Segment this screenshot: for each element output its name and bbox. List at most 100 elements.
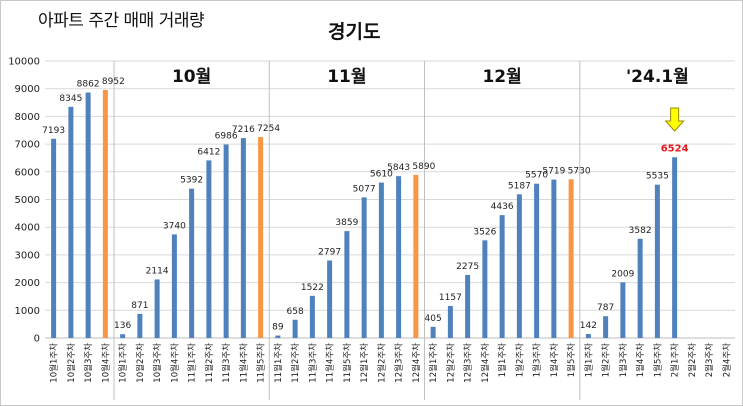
page-title: 아파트 주간 매매 거래량 [38, 11, 205, 31]
x-tick-label: 10월3주차 [152, 343, 163, 383]
x-tick-label: 1월5주차 [566, 343, 577, 377]
x-tick-label: 12월1주차 [359, 343, 370, 383]
data-label: 5535 [646, 172, 669, 182]
data-label: 5077 [353, 184, 376, 194]
data-label: 1522 [301, 283, 324, 293]
y-tick-label: 3000 [15, 250, 40, 261]
group-label: '24.1월 [626, 67, 689, 87]
group-separators [113, 61, 581, 400]
y-tick-label: 8000 [15, 112, 40, 123]
bar [275, 335, 281, 338]
x-tick-label: 2월4주차 [721, 343, 732, 377]
x-tick-label: 1월4주차 [635, 343, 646, 377]
x-tick-label: 1월3주차 [532, 343, 543, 377]
y-tick-label: 1000 [15, 306, 40, 317]
data-label: 8862 [77, 80, 100, 90]
y-axis-ticks: 0 1000 2000 3000 4000 5000 6000 7000 8000 9000 100… [8, 57, 40, 345]
y-tick-label: 6000 [15, 167, 40, 178]
highlight-marker [664, 107, 685, 132]
data-label: 6986 [215, 131, 238, 141]
data-label: 5392 [180, 176, 203, 186]
x-tick-label: 1월5주차 [652, 343, 663, 377]
y-tick-label: 5000 [15, 195, 40, 206]
x-tick-label: 12월3주차 [394, 343, 405, 383]
data-label: 5890 [412, 162, 435, 172]
bar [413, 174, 419, 338]
y-tick-label: 4000 [15, 223, 40, 234]
x-tick-label: 10월3주차 [83, 343, 94, 383]
x-tick-label: 1월4주차 [549, 343, 560, 377]
bar [292, 319, 298, 338]
bar [327, 260, 333, 338]
down-arrow-icon [664, 107, 685, 132]
x-tick-label: 1월1주차 [497, 343, 508, 377]
x-tick-label: 12월4주차 [411, 343, 422, 383]
data-label: 3526 [473, 227, 496, 237]
x-tick-label: 10월1주차 [118, 343, 129, 383]
bar [171, 234, 177, 338]
data-label: 8952 [102, 77, 125, 87]
x-axis-labels: 10월1주차 10월2주차 10월3주차 10월4주차 10월1주차 10월2주차 10월3… [49, 343, 733, 383]
x-tick-label: 10월4주차 [100, 343, 111, 383]
group-label: 10월 [172, 67, 211, 87]
x-tick-label: 12월2주차 [376, 343, 387, 383]
bar [465, 274, 471, 338]
bar [534, 183, 540, 338]
group-label: 11월 [327, 67, 366, 87]
x-tick-label: 12월4주차 [480, 343, 491, 383]
x-tick-label: 12월1주차 [428, 343, 439, 383]
gridlines [45, 60, 735, 339]
bars [51, 90, 678, 338]
bar [120, 334, 126, 338]
y-tick-label: 10000 [8, 57, 40, 68]
bar [430, 326, 436, 338]
data-label: 3859 [335, 218, 358, 228]
x-tick-label: 11월1주차 [187, 343, 198, 383]
bar [620, 282, 626, 338]
bar [585, 334, 591, 338]
bar [154, 279, 160, 338]
bar [309, 295, 315, 338]
x-tick-label: 10월2주차 [66, 343, 77, 383]
bar [258, 137, 264, 338]
bar [603, 316, 609, 338]
data-label: 2114 [146, 266, 169, 276]
x-tick-label: 11월2주차 [290, 343, 301, 383]
x-tick-label: 11월5주차 [342, 343, 353, 383]
data-label: 405 [425, 314, 442, 324]
data-label: 1157 [439, 293, 462, 303]
bar [189, 188, 195, 338]
x-tick-label: 10월2주차 [135, 343, 146, 383]
data-label: 2275 [456, 262, 479, 272]
data-label: 3582 [629, 226, 652, 236]
bar [378, 182, 384, 338]
data-label: 5570 [525, 171, 548, 181]
y-tick-label: 7000 [15, 140, 40, 151]
x-tick-label: 11월5주차 [256, 343, 267, 383]
chart-title: 경기도 [328, 21, 381, 43]
data-label: 2009 [611, 269, 634, 279]
bar [206, 160, 212, 338]
data-label: 5187 [508, 181, 531, 191]
data-label: 658 [287, 307, 304, 317]
bar [85, 92, 91, 338]
x-tick-label: 11월3주차 [307, 343, 318, 383]
x-tick-label: 12월3주차 [463, 343, 474, 383]
x-tick-label: 2월1주차 [670, 343, 681, 377]
data-label: 142 [580, 321, 597, 331]
data-label: 5730 [568, 166, 591, 176]
data-label: 3740 [163, 221, 186, 231]
bar [396, 176, 402, 338]
x-tick-label: 10월4주차 [169, 343, 180, 383]
x-tick-label: 1월2주차 [514, 343, 525, 377]
bar [551, 179, 557, 338]
x-tick-label: 11월1주차 [273, 343, 284, 383]
data-label: 6524 [661, 143, 689, 154]
x-tick-label: 2월2주차 [687, 343, 698, 377]
data-label: 5610 [370, 170, 393, 180]
data-label: 787 [597, 303, 614, 313]
data-label: 8345 [59, 94, 82, 104]
x-tick-label: 11월3주차 [221, 343, 232, 383]
